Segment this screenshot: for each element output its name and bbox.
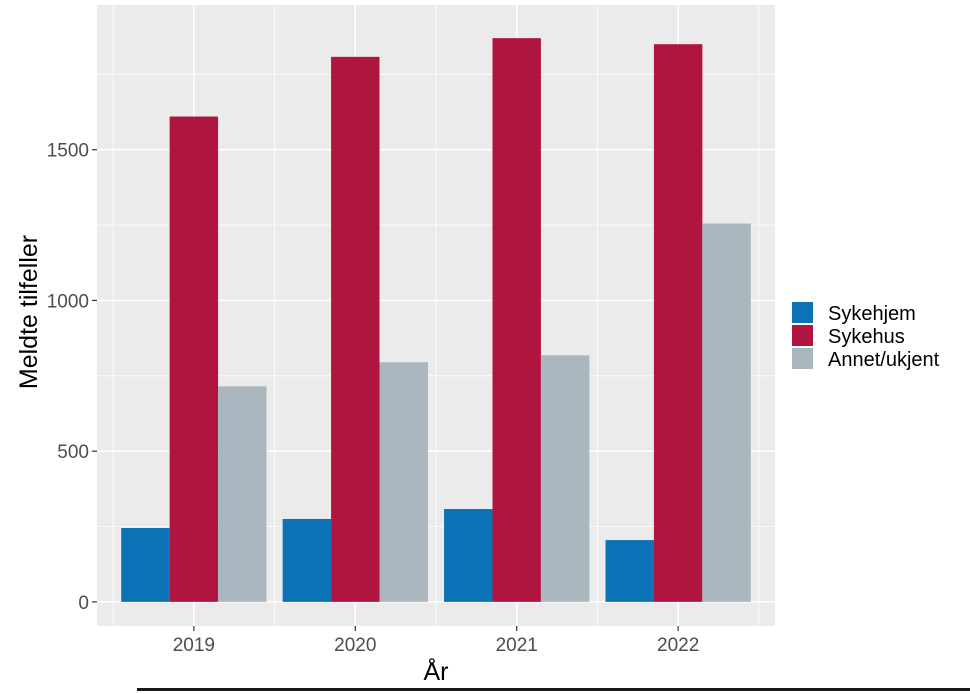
bar-annet-ukjent-2019 xyxy=(218,386,267,602)
bottom-rule xyxy=(137,688,970,691)
bar-annet-ukjent-2021 xyxy=(540,355,590,602)
y-axis-ticks: 0 500 1000 1500 xyxy=(47,141,97,614)
bar-sykehjem-2020 xyxy=(282,518,332,602)
y-tick-label: 0 xyxy=(78,593,89,614)
legend-label: Sykehjem xyxy=(828,303,916,325)
bar-annet-ukjent-2022 xyxy=(702,223,751,602)
x-tick-label: 2020 xyxy=(334,635,376,656)
bar-sykehus-2022 xyxy=(653,44,703,602)
x-tick-label: 2019 xyxy=(173,635,215,656)
x-axis-ticks: 2019 2020 2021 2022 xyxy=(173,626,699,656)
y-tick-label: 500 xyxy=(57,442,89,463)
legend-label: Sykehus xyxy=(828,326,905,348)
bar-sykehus-2019 xyxy=(169,116,219,602)
legend-key-annet-ukjent xyxy=(792,348,813,369)
x-tick-label: 2021 xyxy=(496,635,538,656)
y-tick-label: 1500 xyxy=(47,141,89,162)
bar-sykehus-2020 xyxy=(331,56,380,602)
y-tick-label: 1000 xyxy=(47,291,89,312)
x-axis-title: År xyxy=(424,656,449,686)
legend-key-sykehus xyxy=(792,325,813,346)
y-axis-title: Meldte tilfeller xyxy=(15,235,43,389)
bar-sykehjem-2019 xyxy=(121,528,170,602)
bars xyxy=(121,38,751,602)
bar-sykehjem-2021 xyxy=(444,509,493,602)
legend-label: Annet/ukjent xyxy=(828,349,940,371)
x-tick-label: 2022 xyxy=(657,635,699,656)
legend-key-sykehjem xyxy=(792,302,813,323)
bar-annet-ukjent-2020 xyxy=(379,362,428,602)
bar-sykehus-2021 xyxy=(492,38,541,602)
bar-sykehjem-2022 xyxy=(605,540,654,602)
